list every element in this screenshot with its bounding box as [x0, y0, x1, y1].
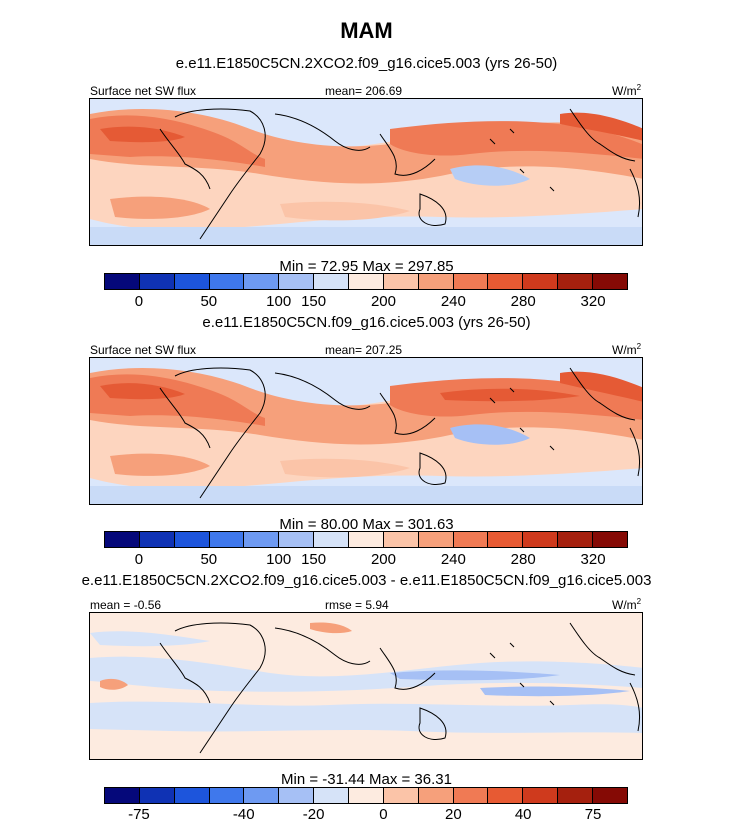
colorbar-tick-label: 320: [580, 551, 606, 568]
colorbar-tick-label: 50: [200, 293, 218, 310]
colorbar-tick-label: 240: [440, 293, 466, 310]
colorbar-swatch: [139, 788, 175, 803]
colorbar-tick-label: 320: [580, 293, 606, 310]
colorbar-swatch: [244, 532, 280, 547]
colorbar-swatch: [349, 788, 384, 803]
panel-3-minmax: Min = -31.44 Max = 36.31: [281, 771, 452, 788]
figure-title: MAM: [340, 18, 393, 43]
panel-1-variable-label: Surface net SW flux: [90, 84, 197, 98]
panel-2-map: [89, 357, 643, 505]
colorbar-swatch: [488, 532, 524, 547]
colorbar-tick-label: 280: [510, 551, 536, 568]
colorbar-swatch: [279, 788, 315, 803]
colorbar-tick-label: 200: [370, 293, 396, 310]
panel-2-minmax: Min = 80.00 Max = 301.63: [279, 516, 454, 533]
colorbar-tick-label: 150: [301, 293, 327, 310]
colorbar-swatch: [453, 788, 489, 803]
colorbar-tick-label: -40: [232, 806, 255, 823]
colorbar-swatch: [105, 532, 140, 547]
colorbar-swatch: [279, 274, 315, 289]
panel-3-colorbar: [104, 787, 628, 804]
colorbar-swatch: [105, 788, 140, 803]
colorbar-swatch: [383, 788, 419, 803]
panel-1-colorbar: [104, 273, 628, 290]
colorbar-swatch: [209, 788, 245, 803]
colorbar-swatch: [453, 274, 489, 289]
colorbar-swatch: [209, 532, 245, 547]
colorbar-swatch: [244, 788, 280, 803]
colorbar-tick-label: 100: [266, 293, 292, 310]
panel-1-map: [89, 98, 643, 246]
colorbar-swatch: [418, 788, 454, 803]
colorbar-swatch: [174, 274, 210, 289]
colorbar-swatch: [558, 532, 594, 547]
colorbar-swatch: [418, 532, 454, 547]
panel-1-units-label: W/m2: [612, 83, 642, 98]
colorbar-swatch: [383, 274, 419, 289]
colorbar-swatch: [418, 274, 454, 289]
panel-2-units-label: W/m2: [612, 342, 642, 357]
colorbar-tick-label: 200: [370, 551, 396, 568]
colorbar-swatch: [244, 274, 280, 289]
panel-2-colorbar: [104, 531, 628, 548]
colorbar-swatch: [523, 788, 559, 803]
panel-1-mean-label: mean= 206.69: [325, 84, 403, 98]
colorbar-tick-label: 75: [584, 806, 602, 823]
colorbar-swatch: [314, 532, 350, 547]
colorbar-tick-label: 0: [134, 551, 144, 568]
colorbar-swatch: [383, 532, 419, 547]
colorbar-tick-label: 0: [134, 293, 144, 310]
panel-2-title: e.e11.E1850C5CN.f09_g16.cice5.003 (yrs 2…: [202, 314, 531, 331]
colorbar-swatch: [488, 788, 524, 803]
colorbar-swatch: [593, 532, 627, 547]
colorbar-tick-label: 150: [301, 551, 327, 568]
colorbar-swatch: [139, 532, 175, 547]
panel-3-title: e.e11.E1850C5CN.2XCO2.f09_g16.cice5.003 …: [81, 572, 652, 589]
colorbar-tick-label: 100: [266, 551, 292, 568]
panel-1-title: e.e11.E1850C5CN.2XCO2.f09_g16.cice5.003 …: [175, 55, 558, 72]
colorbar-swatch: [279, 532, 315, 547]
colorbar-swatch: [209, 274, 245, 289]
colorbar-swatch: [314, 274, 350, 289]
colorbar-swatch: [523, 274, 559, 289]
colorbar-swatch: [593, 274, 627, 289]
colorbar-swatch: [488, 274, 524, 289]
colorbar-swatch: [139, 274, 175, 289]
colorbar-swatch: [593, 788, 627, 803]
colorbar-swatch: [314, 788, 350, 803]
panel-2-variable-label: Surface net SW flux: [90, 343, 197, 357]
colorbar-swatch: [453, 532, 489, 547]
panel-2-mean-label: mean= 207.25: [325, 343, 403, 357]
panel-3-map: [89, 612, 643, 760]
colorbar-tick-label: 280: [510, 293, 536, 310]
colorbar-tick-label: 0: [379, 806, 388, 823]
colorbar-swatch: [558, 274, 594, 289]
colorbar-swatch: [523, 532, 559, 547]
panel-3-mean-label: mean = -0.56: [90, 598, 162, 612]
colorbar-tick-label: 240: [440, 551, 466, 568]
colorbar-swatch: [349, 532, 384, 547]
colorbar-tick-label: -20: [302, 806, 325, 823]
colorbar-swatch: [174, 788, 210, 803]
panel-3-rmse-label: rmse = 5.94: [325, 598, 389, 612]
panel-3-units-label: W/m2: [612, 597, 642, 612]
colorbar-swatch: [349, 274, 384, 289]
colorbar-swatch: [558, 788, 594, 803]
panel-1-minmax: Min = 72.95 Max = 297.85: [279, 258, 454, 275]
colorbar-swatch: [174, 532, 210, 547]
colorbar-tick-label: 40: [514, 806, 532, 823]
colorbar-tick-label: 50: [200, 551, 218, 568]
colorbar-tick-label: 20: [444, 806, 462, 823]
colorbar-swatch: [105, 274, 140, 289]
colorbar-tick-label: -75: [128, 806, 150, 823]
